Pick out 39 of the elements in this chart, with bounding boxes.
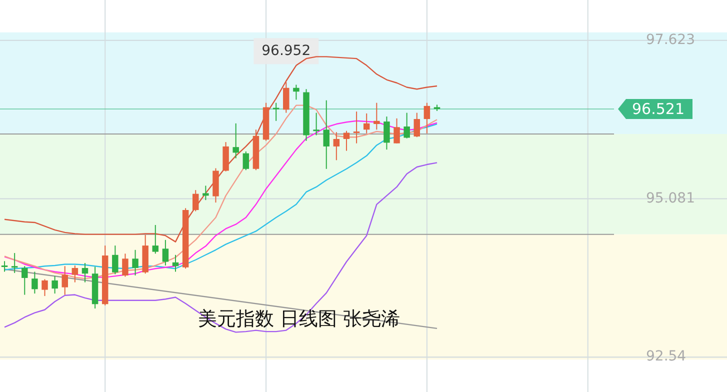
candlestick	[293, 84, 300, 100]
candlestick	[202, 185, 209, 201]
y-tick-label: 97.623	[646, 32, 696, 48]
candlestick	[384, 116, 390, 150]
candlestick	[112, 245, 118, 275]
candlestick	[272, 102, 280, 122]
annotation: 96.952	[262, 42, 311, 59]
candlestick	[404, 112, 410, 139]
candlestick	[122, 253, 128, 278]
candlestick	[32, 271, 38, 294]
candlestick	[52, 276, 58, 294]
candlestick	[72, 264, 78, 283]
candlestick	[62, 266, 68, 296]
candlestick	[172, 254, 179, 272]
candlestick	[283, 82, 290, 114]
y-tick-label: 92.54	[646, 348, 686, 365]
candlestick	[11, 252, 18, 274]
candlestick	[424, 102, 430, 134]
candlestick	[192, 190, 199, 212]
candlestick	[343, 130, 350, 152]
candlestick	[333, 132, 340, 161]
candlestick	[232, 122, 239, 159]
candlestick	[152, 224, 159, 254]
candlestick	[313, 112, 320, 136]
ref-line-label: 96.521	[632, 100, 685, 118]
candlestick	[132, 249, 138, 276]
candlestick	[162, 239, 169, 266]
candlestick	[374, 102, 380, 130]
candlestick	[22, 266, 28, 296]
candlestick	[82, 262, 88, 283]
y-tick-label: 95.081	[646, 190, 696, 206]
candlestick	[242, 150, 250, 171]
candlestick	[414, 112, 420, 138]
candlestick	[323, 100, 330, 170]
candlestick	[1, 260, 8, 272]
candlestick	[42, 278, 48, 297]
candlestick	[394, 118, 400, 144]
candlestick	[363, 112, 370, 134]
candlestick	[353, 111, 360, 144]
